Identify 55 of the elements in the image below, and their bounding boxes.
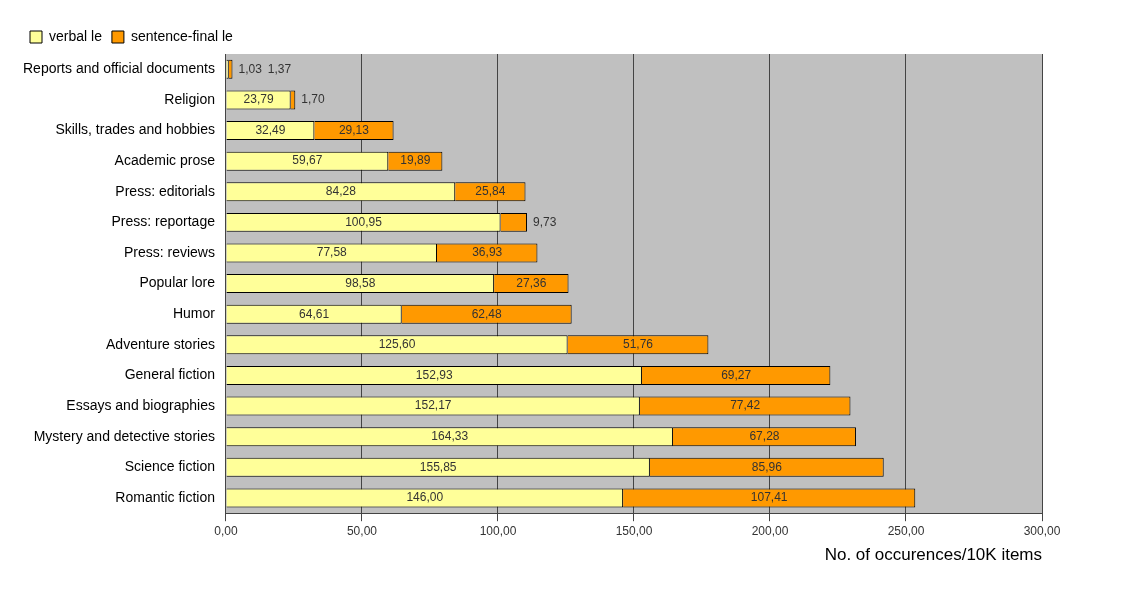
- legend-label: sentence-final le: [130, 27, 234, 44]
- y-tick-label: Skills, trades and hobbies: [55, 121, 215, 138]
- y-tick-label: General fiction: [124, 366, 215, 383]
- data-label: 67,28: [749, 428, 780, 443]
- data-label: 32,49: [255, 122, 286, 137]
- data-label: 77,58: [316, 245, 348, 260]
- data-label: 77,42: [730, 398, 761, 413]
- x-tick-label: 100,00: [479, 523, 517, 538]
- x-tick-label: 150,00: [615, 523, 653, 538]
- data-label: 64,61: [299, 306, 330, 321]
- data-label: 23,79: [243, 92, 274, 107]
- x-tick-label: 300,00: [1023, 523, 1061, 538]
- data-label: 155,85: [419, 459, 457, 474]
- data-label: 25,84: [475, 184, 506, 199]
- data-label: 1,03: [238, 61, 263, 76]
- data-label: 1,37: [267, 61, 292, 76]
- data-label: 59,67: [292, 153, 323, 168]
- y-tick-label: Popular lore: [139, 274, 216, 291]
- data-label: 85,96: [751, 459, 783, 474]
- data-label: 152,17: [414, 398, 452, 413]
- x-tick-label: 250,00: [887, 523, 925, 538]
- data-label: 146,00: [406, 490, 444, 505]
- data-label: 98,58: [345, 275, 376, 290]
- data-label: 1,70: [301, 92, 325, 107]
- data-label: 27,36: [516, 275, 547, 290]
- data-label: 164,33: [431, 428, 469, 443]
- y-tick-label: Mystery and detective stories: [33, 427, 215, 444]
- data-label: 152,93: [415, 367, 453, 382]
- y-tick-label: Press: reportage: [111, 213, 216, 230]
- y-tick-label: Science fiction: [124, 458, 215, 475]
- data-label: 51,76: [622, 337, 654, 352]
- data-label: 29,13: [338, 122, 370, 137]
- legend-label: verbal le: [49, 27, 103, 44]
- x-tick-label: 0,00: [214, 523, 238, 538]
- y-tick-label: Academic prose: [114, 152, 216, 169]
- data-label: 19,89: [400, 153, 431, 168]
- data-label: 125,60: [378, 337, 416, 352]
- data-label: 84,28: [325, 184, 357, 199]
- y-tick-label: Press: reviews: [123, 243, 215, 260]
- data-label: 62,48: [471, 306, 503, 321]
- x-tick-label: 50,00: [346, 523, 378, 538]
- y-tick-label: Reports and official documents: [22, 60, 215, 77]
- y-tick-label: Romantic fiction: [115, 488, 215, 505]
- data-label: 100,95: [345, 214, 383, 229]
- data-label: 107,41: [750, 490, 788, 505]
- data-label: 36,93: [472, 245, 503, 260]
- data-label: 69,27: [721, 367, 752, 382]
- y-tick-label: Religion: [164, 90, 215, 107]
- y-tick-label: Humor: [172, 305, 216, 322]
- x-axis-title: No. of occurences/10K items: [824, 545, 1042, 565]
- x-tick-label: 200,00: [751, 523, 789, 538]
- data-label: 9,73: [533, 214, 557, 229]
- y-tick-label: Adventure stories: [106, 335, 215, 352]
- y-tick-label: Essays and biographies: [66, 396, 215, 413]
- y-tick-label: Press: editorials: [115, 182, 215, 199]
